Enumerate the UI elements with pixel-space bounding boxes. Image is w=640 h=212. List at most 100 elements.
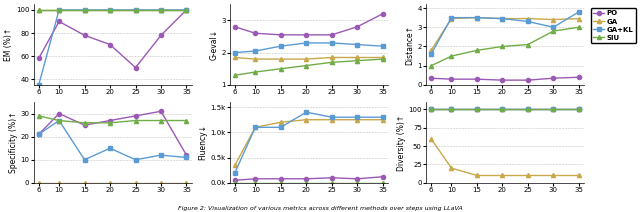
- GA: [550, 174, 557, 177]
- GA+KL: [231, 172, 239, 174]
- Y-axis label: Fluency↓: Fluency↓: [198, 124, 207, 160]
- Line: GA: GA: [429, 15, 581, 52]
- GA+KL: [182, 9, 190, 11]
- SIU: [575, 108, 582, 111]
- Line: PO: PO: [36, 8, 189, 70]
- GA: [277, 121, 285, 124]
- Line: PO: PO: [36, 109, 189, 157]
- SIU: [157, 119, 165, 122]
- Y-axis label: Diversity (%)↑: Diversity (%)↑: [397, 114, 406, 171]
- GA: [379, 56, 387, 59]
- PO: [182, 154, 190, 156]
- GA: [499, 17, 506, 20]
- SIU: [550, 108, 557, 111]
- Line: SIU: SIU: [233, 57, 385, 77]
- SIU: [35, 9, 42, 11]
- SIU: [428, 64, 435, 67]
- SIU: [55, 9, 63, 11]
- SIU: [302, 64, 310, 67]
- GA+KL: [35, 84, 42, 86]
- GA+KL: [353, 116, 361, 119]
- Line: GA+KL: GA+KL: [233, 41, 385, 55]
- GA: [524, 17, 532, 20]
- SIU: [182, 119, 190, 122]
- GA: [473, 16, 481, 19]
- GA: [447, 167, 455, 169]
- PO: [447, 108, 455, 111]
- GA+KL: [81, 159, 88, 161]
- PO: [231, 25, 239, 28]
- GA+KL: [182, 156, 190, 159]
- GA: [132, 181, 140, 184]
- GA+KL: [379, 45, 387, 47]
- GA: [328, 119, 335, 121]
- PO: [55, 112, 63, 115]
- SIU: [182, 9, 190, 11]
- SIU: [231, 74, 239, 77]
- GA: [252, 126, 259, 128]
- SIU: [252, 71, 259, 73]
- Line: GA+KL: GA+KL: [429, 10, 581, 56]
- GA: [379, 119, 387, 121]
- Line: SIU: SIU: [429, 107, 581, 112]
- PO: [231, 179, 239, 181]
- GA: [157, 9, 165, 11]
- Line: SIU: SIU: [36, 8, 189, 12]
- PO: [328, 33, 335, 36]
- GA+KL: [447, 108, 455, 111]
- SIU: [277, 181, 285, 184]
- PO: [132, 66, 140, 69]
- GA+KL: [575, 108, 582, 111]
- Line: GA: GA: [233, 118, 385, 167]
- GA+KL: [428, 108, 435, 111]
- GA+KL: [157, 154, 165, 156]
- PO: [302, 33, 310, 36]
- GA: [35, 9, 42, 11]
- PO: [157, 34, 165, 37]
- GA+KL: [106, 147, 114, 149]
- Line: GA+KL: GA+KL: [36, 8, 189, 87]
- GA: [575, 17, 582, 20]
- GA: [81, 9, 88, 11]
- GA: [132, 9, 140, 11]
- Text: Figure 2: Visualization of various metrics across different methods over steps u: Figure 2: Visualization of various metri…: [178, 206, 462, 211]
- PO: [575, 76, 582, 78]
- PO: [81, 34, 88, 37]
- GA: [106, 9, 114, 11]
- Line: SIU: SIU: [429, 25, 581, 68]
- GA: [302, 58, 310, 60]
- PO: [550, 77, 557, 80]
- SIU: [473, 49, 481, 52]
- GA+KL: [231, 51, 239, 54]
- PO: [524, 79, 532, 81]
- Y-axis label: Distance↑: Distance↑: [406, 25, 415, 64]
- SIU: [379, 58, 387, 60]
- SIU: [524, 43, 532, 46]
- SIU: [252, 181, 259, 184]
- GA: [328, 56, 335, 59]
- GA: [231, 164, 239, 166]
- PO: [252, 177, 259, 180]
- GA+KL: [499, 17, 506, 20]
- SIU: [81, 121, 88, 124]
- PO: [473, 108, 481, 111]
- SIU: [35, 115, 42, 117]
- PO: [106, 119, 114, 122]
- Line: GA+KL: GA+KL: [233, 110, 385, 175]
- GA: [353, 119, 361, 121]
- PO: [157, 110, 165, 113]
- PO: [182, 9, 190, 11]
- SIU: [132, 119, 140, 122]
- Line: PO: PO: [233, 12, 385, 37]
- Y-axis label: G-eval↓: G-eval↓: [209, 29, 218, 60]
- PO: [106, 43, 114, 46]
- PO: [328, 177, 335, 179]
- GA: [550, 18, 557, 21]
- GA+KL: [353, 43, 361, 46]
- Y-axis label: EM (%)↑: EM (%)↑: [4, 28, 13, 61]
- SIU: [353, 181, 361, 184]
- SIU: [550, 30, 557, 32]
- PO: [35, 57, 42, 60]
- GA: [35, 181, 42, 184]
- Line: SIU: SIU: [233, 181, 385, 185]
